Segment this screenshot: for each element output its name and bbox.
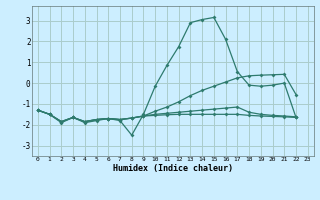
X-axis label: Humidex (Indice chaleur): Humidex (Indice chaleur)	[113, 164, 233, 173]
